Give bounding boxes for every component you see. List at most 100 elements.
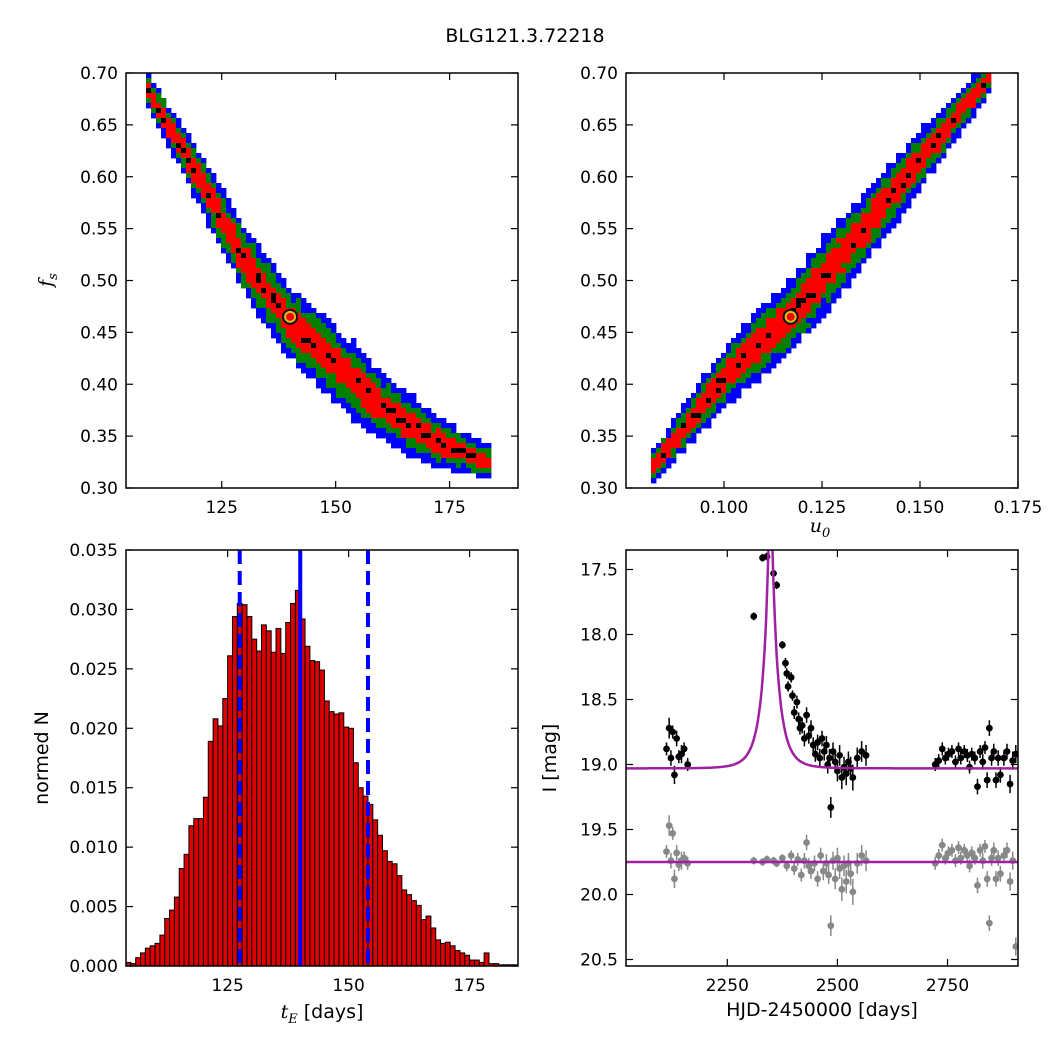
p1-cell-inner bbox=[926, 138, 932, 144]
p0-cell-inner bbox=[191, 158, 197, 164]
p0-cell-mid bbox=[316, 328, 322, 334]
p2-hist-bar bbox=[415, 904, 422, 967]
p1-cell-inner bbox=[816, 278, 822, 284]
p1-cell-mid bbox=[751, 363, 757, 369]
p1-cell-mid bbox=[761, 358, 767, 364]
p0-cell-outer bbox=[416, 403, 422, 409]
p1-cell-inner bbox=[971, 103, 977, 109]
p0-cell-inner bbox=[236, 253, 242, 259]
p0-cell-outer bbox=[481, 443, 487, 449]
p1-cell-inner bbox=[806, 298, 812, 304]
p1-cell-mid bbox=[916, 178, 922, 184]
p0-cell-mid bbox=[311, 363, 317, 369]
p2-hist-bar bbox=[430, 927, 437, 967]
p0-cell-outer bbox=[351, 413, 357, 419]
p0-cell-core bbox=[216, 213, 222, 219]
p0-cell-mid bbox=[211, 223, 217, 229]
p0-cell-inner bbox=[291, 323, 297, 329]
p1-cell-mid bbox=[776, 348, 782, 354]
p3-data-point bbox=[957, 754, 965, 762]
p0-cell-inner bbox=[176, 133, 182, 139]
p0-cell-mid bbox=[276, 323, 282, 329]
p0-cell-outer bbox=[276, 278, 282, 284]
p1-cell-mid bbox=[936, 118, 942, 124]
p0-cell-mid bbox=[376, 378, 382, 384]
p1-cell-inner bbox=[876, 223, 882, 229]
p1-cell-mid bbox=[981, 93, 987, 99]
p1-cell-outer bbox=[846, 278, 852, 284]
p0-cell-outer bbox=[336, 398, 342, 404]
p0-cell-inner bbox=[411, 418, 417, 424]
p1-cell-inner bbox=[821, 268, 827, 274]
p3-residual-point bbox=[1006, 878, 1014, 885]
p0-cell-mid bbox=[371, 378, 377, 384]
p0-cell-mid bbox=[286, 303, 292, 309]
p1-cell-mid bbox=[871, 233, 877, 239]
p0-cell-mid bbox=[321, 323, 327, 329]
p1-cell-inner bbox=[816, 283, 822, 289]
p0-cell-inner bbox=[271, 288, 277, 294]
p1-cell-mid bbox=[686, 433, 692, 439]
p1-cell-mid bbox=[986, 83, 992, 89]
p1-cell-outer bbox=[861, 258, 867, 264]
p1-cell-outer bbox=[916, 188, 922, 194]
p0-cell-mid bbox=[201, 198, 207, 204]
p3-residual-point bbox=[827, 922, 835, 930]
p0-cell-mid bbox=[296, 298, 302, 304]
p0-cell-mid bbox=[186, 143, 192, 149]
p0-cell-inner bbox=[171, 128, 177, 134]
p1-cell-outer bbox=[741, 323, 747, 329]
p0-cell-inner bbox=[271, 303, 277, 309]
p1-cell-outer bbox=[916, 138, 922, 144]
p0-cell-mid bbox=[421, 418, 427, 424]
p0-cell-core bbox=[451, 448, 457, 454]
p3-residual-point bbox=[778, 854, 786, 862]
p0-cell-core bbox=[326, 353, 332, 359]
p0-cell-inner bbox=[291, 313, 297, 319]
p0-cell-inner bbox=[386, 413, 392, 419]
p1-cell-inner bbox=[751, 348, 757, 354]
p1-cell-mid bbox=[876, 233, 882, 239]
p1-cell-mid bbox=[931, 153, 937, 159]
p0-cell-mid bbox=[256, 303, 262, 309]
p0-cell-inner bbox=[431, 438, 437, 444]
p1-cell-inner bbox=[926, 153, 932, 159]
p0-cell-mid bbox=[356, 358, 362, 364]
p0-cell-mid bbox=[286, 338, 292, 344]
p1-cell-inner bbox=[741, 358, 747, 364]
p0-cell-outer bbox=[306, 373, 312, 379]
p0-cell-mid bbox=[316, 368, 322, 374]
p0-cell-outer bbox=[356, 348, 362, 354]
p0-cell-mid bbox=[356, 403, 362, 409]
p0-cell-outer bbox=[361, 358, 367, 364]
p1-cell-mid bbox=[836, 283, 842, 289]
p1-cell-inner bbox=[791, 303, 797, 309]
p0-cell-inner bbox=[376, 393, 382, 399]
p1-cell-inner bbox=[836, 268, 842, 274]
p1-cell-mid bbox=[661, 438, 667, 444]
p1-cell-mid bbox=[971, 83, 977, 89]
p1-cell-mid bbox=[756, 368, 762, 374]
p0-cell-mid bbox=[221, 238, 227, 244]
p0-cell-inner bbox=[346, 363, 352, 369]
p2-hist-bar bbox=[261, 624, 267, 967]
p0-cell-outer bbox=[401, 388, 407, 394]
p0-cell-inner bbox=[166, 133, 172, 139]
p0-cell-inner bbox=[216, 218, 222, 224]
p3-data-point bbox=[849, 774, 857, 781]
p0-cell-inner bbox=[246, 248, 252, 254]
p0-cell-outer bbox=[351, 348, 357, 354]
p0-cell-inner bbox=[236, 258, 242, 264]
p0-cell-mid bbox=[371, 418, 377, 424]
p1-cell-mid bbox=[841, 278, 847, 284]
p1-cell-outer bbox=[926, 123, 932, 129]
p0-cell-inner bbox=[161, 113, 167, 119]
p0-cell-inner bbox=[396, 408, 402, 414]
p1-cell-inner bbox=[976, 88, 982, 94]
p0-cell-inner bbox=[286, 323, 292, 329]
p3-data-point bbox=[1012, 750, 1018, 758]
p0-cell-inner bbox=[431, 443, 437, 449]
p0-cell-mid bbox=[346, 393, 352, 399]
p1-cell-core bbox=[706, 398, 712, 404]
p1-cell-mid bbox=[651, 453, 657, 459]
